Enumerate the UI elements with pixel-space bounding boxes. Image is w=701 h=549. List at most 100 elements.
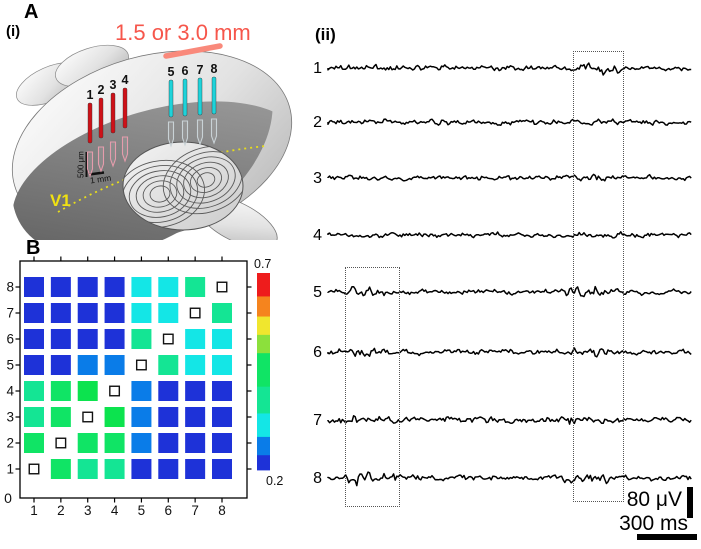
matrix-cell xyxy=(185,355,206,375)
matrix-cell xyxy=(185,381,206,401)
matrix-cell xyxy=(104,329,125,349)
diagonal-marker xyxy=(28,463,40,475)
matrix-cell xyxy=(24,303,44,323)
electrode-array: 1 2 3 4 5 6 7 8 xyxy=(87,62,218,178)
colorbar-segment xyxy=(257,455,270,471)
width-scalebar xyxy=(88,171,105,176)
diagonal-marker xyxy=(109,385,121,397)
width-scalebar-label: 1 mm xyxy=(89,173,111,186)
electrode-number-label: 7 xyxy=(197,63,204,77)
matrix-cell xyxy=(131,329,152,349)
matrix-cell xyxy=(77,303,98,323)
colorbar-min-label: 0.2 xyxy=(266,474,283,488)
heatmap-axes-box xyxy=(19,260,248,499)
cerebellum xyxy=(122,141,244,231)
y-tick-label: 6 xyxy=(6,332,14,347)
matrix-cell xyxy=(158,407,179,427)
v1-label: V1 xyxy=(50,191,71,210)
trace-waveform xyxy=(327,118,692,127)
x-tick-label: 5 xyxy=(138,503,146,518)
correlation-heatmap: 1 2 3 4 5 6 7 8 8 7 6 5 4 3 2 1 0 0.7 0.2 xyxy=(4,256,283,518)
electrode-tip-outline xyxy=(210,118,218,145)
matrix-cell xyxy=(104,277,125,297)
x-tick-label: 8 xyxy=(218,503,226,518)
trace-label: 6 xyxy=(313,344,322,361)
trace-label: 7 xyxy=(313,412,322,429)
voltage-scalebar xyxy=(687,487,693,518)
diagonal-marker xyxy=(216,281,228,293)
matrix-cell xyxy=(211,381,232,401)
cerebellum-folia xyxy=(123,145,243,229)
matrix-cell xyxy=(131,303,152,323)
matrix-cell xyxy=(158,381,179,401)
trace-waveform xyxy=(327,285,692,298)
electrode-shaft xyxy=(87,102,93,144)
x-tick-label: 7 xyxy=(191,503,199,518)
matrix-cell xyxy=(77,355,98,375)
y-tick-label: 5 xyxy=(6,358,14,373)
matrix-cell xyxy=(211,329,232,349)
diagonal-marker xyxy=(162,333,174,345)
matrix-cell xyxy=(131,277,152,297)
burst-highlight-box-left xyxy=(345,267,400,507)
matrix-cell xyxy=(24,355,44,375)
matrix-cell xyxy=(24,407,44,427)
matrix-cell xyxy=(77,381,98,401)
trace-waveform xyxy=(327,347,692,358)
matrix-cell xyxy=(24,381,44,401)
time-scalebar xyxy=(637,534,697,540)
electrode-tip-outline xyxy=(196,119,204,146)
trace-label: 1 xyxy=(313,60,322,77)
electrode-shaft xyxy=(182,78,188,117)
matrix-cell xyxy=(50,329,71,349)
distance-annotation: 1.5 or 3.0 mm xyxy=(115,20,251,45)
matrix-cell xyxy=(24,329,44,349)
panel-a-i: A (i) xyxy=(0,0,300,240)
matrix-cell xyxy=(185,407,206,427)
trace-waveform xyxy=(327,471,692,487)
trace-label: 5 xyxy=(313,284,322,301)
matrix-cell xyxy=(185,329,206,349)
trace-label: 4 xyxy=(313,227,322,244)
matrix-cell xyxy=(211,459,232,479)
electrode-number-label: 2 xyxy=(98,83,105,97)
matrix-cell xyxy=(158,303,179,323)
trace-waveform xyxy=(327,173,692,182)
x-tick-label: 6 xyxy=(165,503,173,518)
electrode-shaft xyxy=(211,76,217,115)
x-tick-label: 4 xyxy=(111,503,119,518)
electrode-number-label: 1 xyxy=(87,88,94,102)
matrix-cell xyxy=(131,407,152,427)
electrode-tip-outline xyxy=(121,136,129,163)
matrix-cell xyxy=(77,277,98,297)
distance-annotation-line xyxy=(163,43,223,59)
matrix-cell xyxy=(104,459,125,479)
electrode-number-label: 8 xyxy=(211,62,218,76)
electrode-number-label: 6 xyxy=(182,64,189,78)
depth-scalebar-label: 500 μm xyxy=(77,151,86,178)
matrix-cell xyxy=(158,277,179,297)
colorbar-segment xyxy=(257,334,270,354)
trace-label: 2 xyxy=(313,114,322,131)
matrix-cell xyxy=(77,459,98,479)
origin-tick-label: 0 xyxy=(4,490,12,506)
matrix-cell xyxy=(158,433,179,453)
matrix-cell xyxy=(104,355,125,375)
electrode-number-label: 5 xyxy=(168,65,175,79)
matrix-cell xyxy=(211,355,232,375)
matrix-cell xyxy=(158,355,179,375)
voltage-scale-label: 80 μV xyxy=(626,488,682,511)
diagonal-marker xyxy=(82,411,94,423)
y-tick-label: 8 xyxy=(6,280,14,295)
matrix-cell xyxy=(131,459,152,479)
electrode-number-label: 3 xyxy=(110,78,117,92)
matrix-cell xyxy=(211,407,232,427)
time-scale-label: 300 ms xyxy=(619,512,688,535)
panel-b-label: B xyxy=(26,237,41,259)
electrode-shaft xyxy=(197,77,203,116)
lfp-traces: 1 2 3 4 5 6 7 8 xyxy=(313,60,692,487)
matrix-cell xyxy=(77,329,98,349)
matrix-cell xyxy=(185,459,206,479)
matrix-cell xyxy=(50,303,71,323)
panel-b: B 1 2 3 4 5 6 7 8 8 7 6 5 4 3 2 1 0 0.7 0.2 xyxy=(0,238,300,549)
